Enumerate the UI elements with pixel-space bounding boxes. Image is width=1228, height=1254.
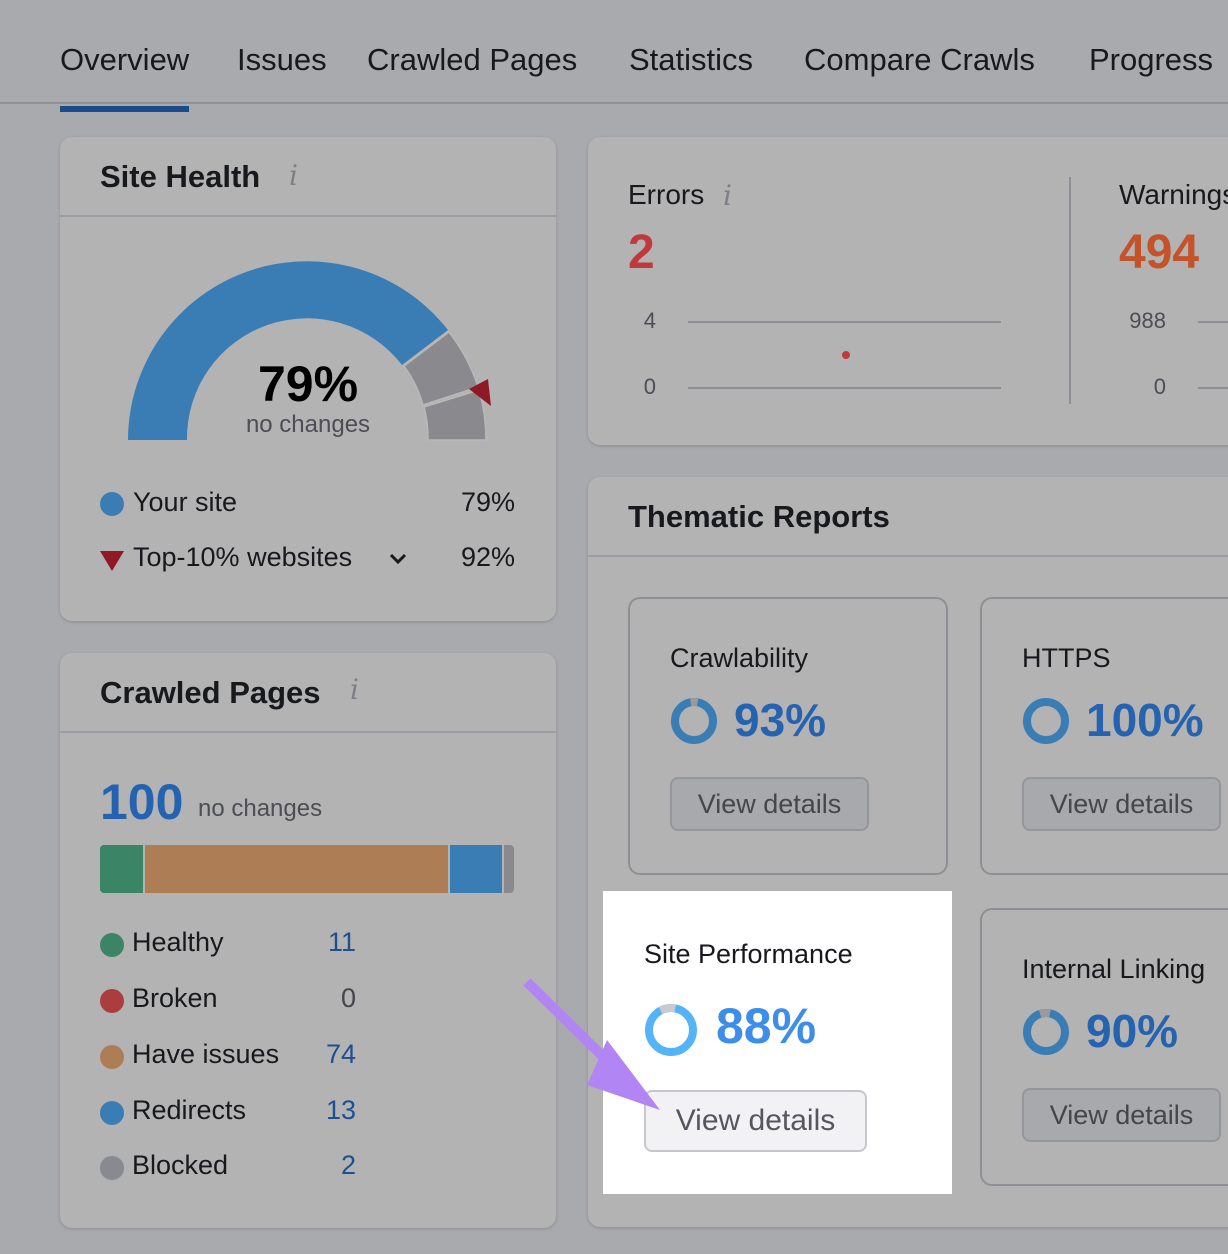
view-details-button[interactable]: View details bbox=[644, 1090, 867, 1152]
benchmark-marker-icon bbox=[469, 379, 491, 406]
blocked-dot-icon bbox=[100, 1156, 124, 1180]
bar-segment-healthy[interactable] bbox=[100, 845, 143, 893]
report-card-https: HTTPS 100% View details bbox=[980, 597, 1228, 875]
report-percentage: 88% bbox=[716, 998, 817, 1054]
report-card-site-performance: Site Performance 88% View details bbox=[603, 891, 952, 1194]
legend-your-site-label: Your site bbox=[133, 487, 238, 517]
legend-your-site-value: 79% bbox=[460, 487, 515, 517]
view-details-button[interactable]: View details bbox=[1022, 1088, 1221, 1142]
thematic-reports-title: Thematic Reports bbox=[628, 499, 890, 534]
have-issues-value[interactable]: 74 bbox=[325, 1039, 356, 1069]
tab-issues[interactable]: Issues bbox=[237, 42, 327, 77]
report-name: Site Performance bbox=[644, 939, 853, 969]
gauge-percentage: 79% bbox=[257, 356, 359, 412]
progress-ring-icon bbox=[645, 1004, 697, 1056]
tab-compare-crawls[interactable]: Compare Crawls bbox=[804, 42, 1035, 77]
grid-line bbox=[688, 387, 1001, 389]
bar-segment-blocked[interactable] bbox=[504, 845, 514, 893]
progress-ring-icon bbox=[1023, 1009, 1069, 1055]
warnings-label: Warnings bbox=[1119, 179, 1228, 210]
errors-warnings-card: Errors i 2 4 0 Warnings 494 988 0 bbox=[588, 137, 1228, 445]
progress-ring-icon bbox=[671, 698, 717, 744]
bar-segment-have-issues[interactable] bbox=[145, 845, 448, 893]
blocked-label: Blocked bbox=[132, 1150, 229, 1180]
report-name: HTTPS bbox=[1022, 643, 1111, 673]
bar-segment-redirects[interactable] bbox=[450, 845, 502, 893]
annotation-arrow-icon bbox=[523, 978, 660, 1110]
info-icon[interactable]: i bbox=[723, 179, 732, 212]
errors-label: Errors bbox=[628, 179, 705, 210]
view-details-button[interactable]: View details bbox=[1022, 777, 1221, 831]
errors-axis-top: 4 bbox=[643, 308, 656, 333]
crawled-pages-change: no changes bbox=[198, 795, 323, 822]
tab-crawled-pages[interactable]: Crawled Pages bbox=[367, 42, 578, 77]
site-health-header: Site Health i bbox=[60, 137, 556, 217]
tab-progress[interactable]: Progress bbox=[1089, 42, 1214, 77]
site-health-card: Site Health i 79% no changes Your site 7… bbox=[60, 137, 556, 621]
warnings-count[interactable]: 494 bbox=[1119, 226, 1200, 279]
errors-count[interactable]: 2 bbox=[628, 226, 655, 279]
tab-bar: Overview Issues Crawled Pages Statistics… bbox=[0, 0, 1228, 112]
healthy-value[interactable]: 11 bbox=[327, 927, 356, 957]
site-health-title: Site Health bbox=[100, 159, 261, 194]
gauge-subtitle: no changes bbox=[245, 411, 371, 438]
report-percentage: 100% bbox=[1086, 694, 1204, 746]
have-issues-dot-icon bbox=[100, 1045, 124, 1069]
legend-top10-value: 92% bbox=[460, 542, 515, 572]
broken-dot-icon bbox=[100, 989, 124, 1013]
redirects-label: Redirects bbox=[132, 1095, 247, 1125]
report-card-crawlability: Crawlability 93% View details bbox=[628, 597, 948, 875]
crawled-pages-stacked-bar bbox=[100, 845, 514, 893]
grid-line bbox=[1198, 321, 1228, 323]
gauge-center: 79% no changes bbox=[208, 359, 408, 439]
crawled-pages-title: Crawled Pages bbox=[100, 675, 321, 710]
broken-value: 0 bbox=[340, 983, 356, 1013]
info-icon[interactable]: i bbox=[289, 159, 298, 192]
healthy-dot-icon bbox=[100, 933, 124, 957]
your-site-dot-icon bbox=[100, 492, 124, 516]
thematic-reports-header: Thematic Reports bbox=[588, 477, 1228, 557]
grid-line bbox=[1198, 387, 1228, 389]
chevron-down-icon[interactable] bbox=[389, 553, 407, 565]
warnings-axis-top: 988 bbox=[1129, 308, 1166, 333]
report-percentage: 93% bbox=[734, 694, 827, 746]
grid-line bbox=[688, 321, 1001, 323]
crawled-pages-header: Crawled Pages i bbox=[60, 653, 556, 733]
warnings-axis-bottom: 0 bbox=[1153, 374, 1166, 399]
crawled-pages-card: Crawled Pages i 100 no changes Healthy 1… bbox=[60, 653, 556, 1228]
tab-statistics[interactable]: Statistics bbox=[629, 42, 754, 77]
top-10-triangle-icon bbox=[100, 551, 124, 571]
redirects-dot-icon bbox=[100, 1101, 124, 1125]
redirects-value[interactable]: 13 bbox=[325, 1095, 356, 1125]
errors-data-point bbox=[842, 351, 850, 359]
report-name: Crawlability bbox=[670, 643, 809, 673]
report-name: Internal Linking bbox=[1022, 954, 1206, 984]
have-issues-label: Have issues bbox=[132, 1039, 280, 1069]
info-icon[interactable]: i bbox=[350, 673, 359, 706]
progress-ring-icon bbox=[1023, 698, 1069, 744]
tab-overview[interactable]: Overview bbox=[60, 42, 190, 112]
report-card-internal-linking: Internal Linking 90% View details bbox=[980, 908, 1228, 1186]
view-details-button[interactable]: View details bbox=[670, 777, 869, 831]
site-health-gauge bbox=[128, 261, 491, 441]
report-percentage: 90% bbox=[1086, 1005, 1179, 1057]
legend-top10-label[interactable]: Top-10% websites bbox=[133, 542, 353, 572]
broken-label: Broken bbox=[132, 983, 218, 1013]
divider bbox=[1069, 177, 1071, 404]
blocked-value[interactable]: 2 bbox=[340, 1150, 356, 1180]
errors-axis-bottom: 0 bbox=[643, 374, 656, 399]
crawled-pages-total[interactable]: 100 bbox=[100, 774, 184, 830]
healthy-label: Healthy bbox=[132, 927, 224, 957]
